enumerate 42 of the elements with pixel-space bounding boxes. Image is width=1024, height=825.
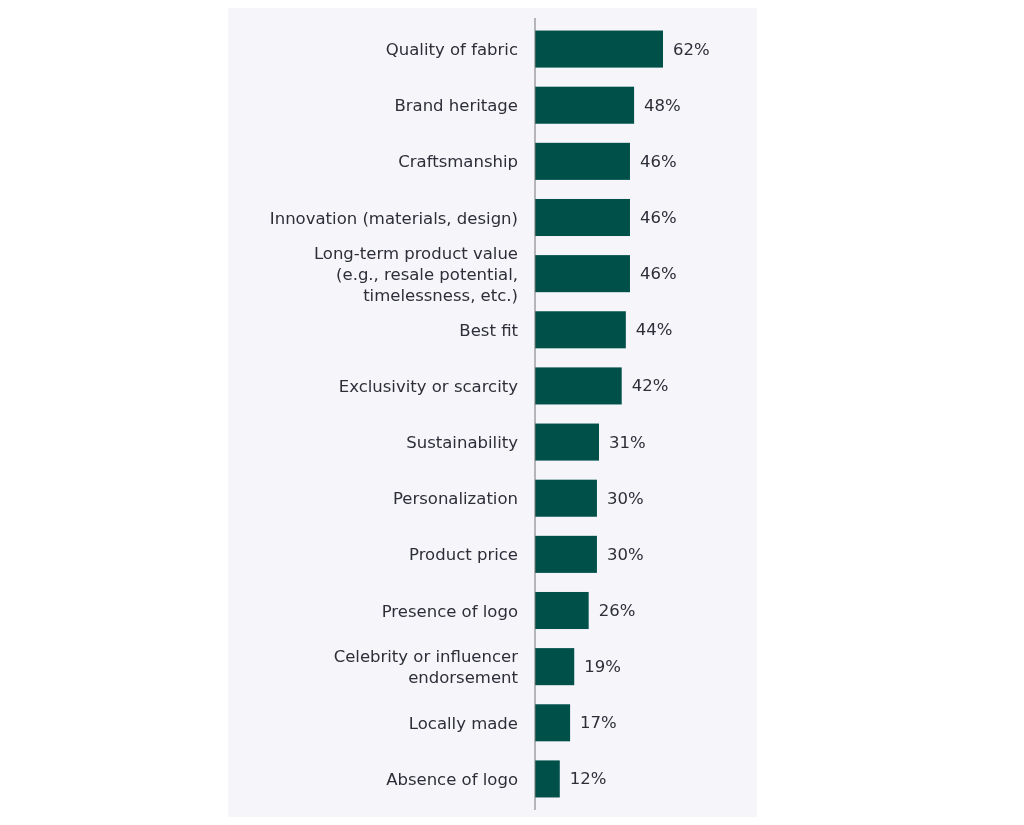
bar — [535, 142, 630, 180]
y-tick-label: Innovation (materials, design) — [269, 208, 518, 227]
data-label: 17% — [580, 713, 617, 733]
data-label: 19% — [584, 657, 621, 677]
bar — [535, 648, 575, 686]
data-label: 46% — [639, 151, 677, 171]
data-label: 26% — [598, 601, 636, 620]
bar — [535, 704, 571, 742]
data-label: 12% — [569, 769, 607, 789]
y-tick-label: Best fit — [459, 320, 519, 340]
y-tick-label: Product price — [409, 544, 518, 564]
y-tick-label: Locally made — [408, 713, 518, 733]
bar — [535, 535, 597, 573]
data-label: 31% — [609, 432, 646, 452]
data-label: 30% — [606, 488, 644, 508]
data-label: 46% — [639, 208, 677, 227]
bar — [535, 86, 635, 124]
data-label: 62% — [673, 39, 710, 59]
bar — [535, 760, 560, 798]
y-tick-label: Craftsmanship — [398, 151, 518, 171]
data-label: 48% — [644, 95, 681, 115]
bar — [535, 198, 630, 237]
y-tick-label: Sustainability — [406, 432, 519, 452]
bar — [535, 311, 626, 349]
y-tick-label: Quality of fabric — [385, 39, 518, 59]
bar — [535, 367, 622, 405]
y-tick-label: Personalization — [392, 488, 518, 508]
data-label: 46% — [639, 264, 677, 284]
bar — [535, 479, 597, 517]
y-tick-label: Celebrity or influencer endorsement — [333, 646, 519, 687]
bar — [535, 591, 589, 630]
y-tick-label: Exclusivity or scarcity — [338, 376, 519, 396]
y-tick-label: Long-term product value (e.g., resale potential, timelessness, etc.) — [313, 243, 518, 305]
bar — [535, 423, 599, 461]
y-tick-label: Brand heritage — [394, 95, 518, 115]
data-label: 44% — [635, 320, 673, 340]
bar — [535, 255, 630, 293]
bar — [535, 30, 663, 68]
y-tick-label: Absence of logo — [386, 769, 518, 789]
y-tick-label: Presence of logo — [381, 601, 518, 620]
data-label: 30% — [606, 544, 644, 564]
data-label: 42% — [631, 376, 669, 396]
